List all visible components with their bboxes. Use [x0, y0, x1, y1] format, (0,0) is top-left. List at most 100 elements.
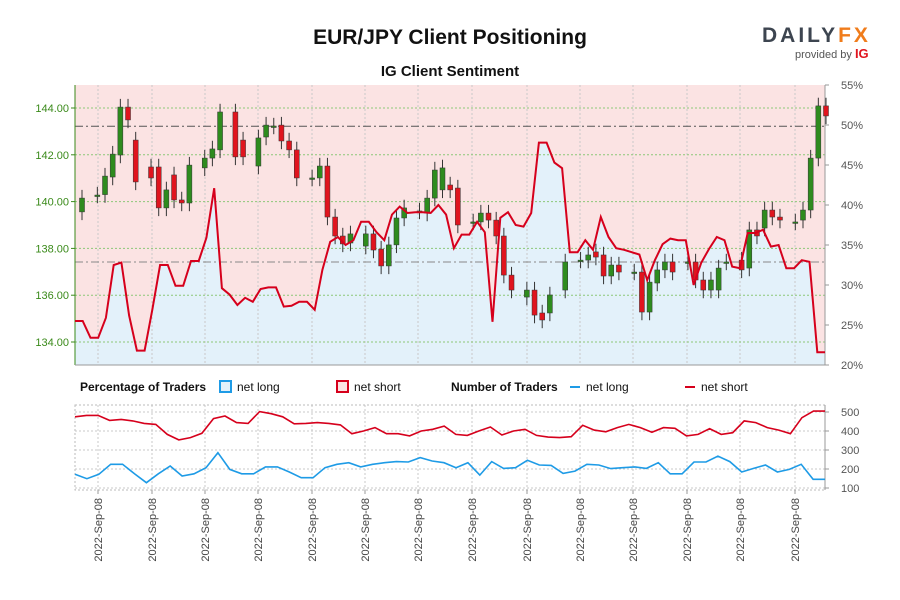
- legend-swatch-long: [219, 380, 232, 393]
- legend-num-short: net short: [685, 380, 748, 394]
- x-tick-label: 2022-Sep-08: [307, 498, 319, 562]
- x-tick-label: 2022-Sep-08: [467, 498, 479, 562]
- price-tick-label: 144.00: [35, 103, 69, 115]
- legend-pct-long: net long: [219, 380, 280, 394]
- pct-tick-label: 50%: [841, 120, 863, 132]
- candle: [109, 153, 116, 178]
- candle: [432, 169, 438, 199]
- candle: [815, 105, 822, 159]
- candle: [746, 229, 753, 269]
- candle: [823, 105, 829, 117]
- candle: [294, 149, 300, 179]
- legend-swatch-short: [336, 380, 349, 393]
- candle: [761, 209, 768, 229]
- x-tick-label: 2022-Sep-08: [682, 498, 694, 562]
- candle: [201, 157, 208, 169]
- candle: [608, 264, 614, 277]
- pct-tick-label: 55%: [841, 80, 863, 92]
- candle: [807, 157, 814, 211]
- candle: [478, 212, 484, 223]
- candle: [117, 106, 124, 156]
- pct-tick-label: 45%: [841, 160, 863, 172]
- candle: [616, 264, 622, 273]
- candle: [102, 175, 108, 195]
- candle: [631, 271, 637, 274]
- candle: [715, 267, 722, 291]
- price-tick-label: 136.00: [35, 290, 69, 302]
- x-tick-label: 2022-Sep-08: [147, 498, 159, 562]
- candle: [792, 221, 799, 224]
- candle: [501, 235, 507, 276]
- candle: [470, 221, 476, 224]
- count-tick-label: 100: [841, 483, 859, 495]
- price-tick-label: 142.00: [35, 150, 69, 162]
- price-tick-label: 138.00: [35, 243, 69, 255]
- candle: [209, 148, 216, 159]
- candle: [240, 139, 246, 158]
- pct-tick-label: 35%: [841, 240, 863, 252]
- candle: [524, 289, 530, 298]
- candle: [669, 261, 676, 273]
- candle: [278, 124, 285, 142]
- candle: [662, 261, 668, 271]
- candle: [424, 197, 430, 214]
- price-tick-label: 134.00: [35, 337, 69, 349]
- x-tick-label: 2022-Sep-08: [200, 498, 212, 562]
- candle: [654, 269, 661, 284]
- chart-subtitle: IG Client Sentiment: [380, 63, 520, 80]
- candle: [186, 164, 193, 204]
- candle: [370, 233, 377, 251]
- x-tick-label: 2022-Sep-08: [93, 498, 105, 562]
- candle: [232, 111, 239, 158]
- candle: [324, 165, 331, 218]
- count-tick-label: 200: [841, 464, 859, 476]
- long-area: [75, 142, 825, 365]
- candle: [271, 125, 277, 128]
- candle: [363, 233, 369, 247]
- candle: [94, 194, 101, 197]
- candle: [178, 199, 185, 204]
- candle: [700, 279, 707, 291]
- chart-title: EUR/JPY Client Positioning: [313, 26, 587, 49]
- candle: [600, 254, 607, 277]
- candle: [455, 187, 461, 226]
- candle: [393, 217, 400, 246]
- candle: [378, 248, 384, 267]
- candle: [585, 254, 591, 261]
- candle: [255, 137, 262, 167]
- candle: [286, 140, 292, 151]
- x-tick-label: 2022-Sep-08: [790, 498, 802, 562]
- candle: [148, 166, 154, 179]
- net-long-count-line: [74, 451, 825, 484]
- legend-pct-title: Percentage of Traders: [80, 380, 207, 394]
- legend-num-title: Number of Traders: [451, 380, 558, 394]
- x-tick-label: 2022-Sep-08: [413, 498, 425, 562]
- candle: [155, 166, 162, 209]
- candle: [439, 167, 446, 191]
- candle: [708, 279, 714, 291]
- count-tick-label: 500: [841, 407, 859, 419]
- candle: [769, 209, 776, 218]
- candle: [593, 251, 599, 258]
- candle: [723, 261, 730, 264]
- net-short-count-line: [74, 410, 825, 441]
- net-long-pct-line: [75, 141, 825, 354]
- legend-num-long: net long: [570, 380, 629, 394]
- x-tick-label: 2022-Sep-08: [575, 498, 587, 562]
- x-tick-label: 2022-Sep-08: [628, 498, 640, 562]
- candle: [800, 209, 806, 221]
- candle: [217, 111, 223, 151]
- candle: [485, 212, 492, 221]
- candle: [508, 274, 515, 291]
- pct-tick-label: 40%: [841, 200, 863, 212]
- price-tick-label: 140.00: [35, 197, 69, 209]
- x-tick-label: 2022-Sep-08: [253, 498, 265, 562]
- candle: [646, 281, 653, 313]
- candle: [263, 124, 269, 138]
- candle: [332, 216, 338, 237]
- candle: [125, 106, 131, 121]
- candle: [386, 244, 392, 267]
- candle: [132, 139, 139, 183]
